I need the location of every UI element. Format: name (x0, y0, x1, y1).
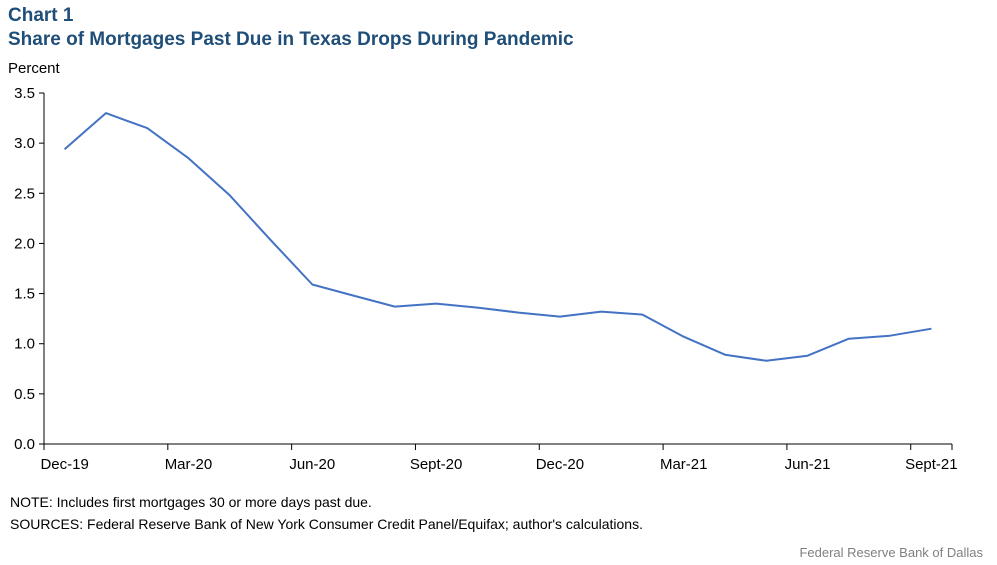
x-tick-label: Dec-19 (40, 456, 88, 473)
x-tick-label: Mar-20 (165, 456, 213, 473)
x-tick-label: Dec-20 (536, 456, 584, 473)
x-tick-label: Mar-21 (660, 456, 708, 473)
y-tick-label: 1.0 (14, 336, 35, 353)
publisher-credit: Federal Reserve Bank of Dallas (799, 545, 983, 560)
y-tick-label: 2.0 (14, 235, 35, 252)
y-tick-label: 3.0 (14, 135, 35, 152)
chart-note: NOTE: Includes first mortgages 30 or mor… (10, 494, 372, 510)
y-tick-label: 1.5 (14, 286, 35, 303)
chart-title: Share of Mortgages Past Due in Texas Dro… (8, 29, 574, 50)
y-axis-unit-label: Percent (8, 60, 60, 77)
y-tick-label: 0.0 (14, 436, 35, 453)
chart-axes (43, 93, 952, 445)
chart-sources: SOURCES: Federal Reserve Bank of New Yor… (10, 516, 643, 532)
series-line (63, 112, 932, 362)
x-tick-label: Jun-21 (785, 456, 831, 473)
chart-series (63, 112, 932, 362)
y-tick-label: 0.5 (14, 386, 35, 403)
x-tick-label: Jun-20 (289, 456, 335, 473)
y-tick-label: 3.5 (14, 85, 35, 102)
y-tick-label: 2.5 (14, 185, 35, 202)
x-axis: Dec-19 Mar-20 Jun-20 Sept-20 Dec-20 Mar-21 Jun… (40, 444, 958, 473)
x-tick-label: Sept-21 (905, 456, 958, 473)
x-tick-label: Sept-20 (410, 456, 463, 473)
chart-label: Chart 1 (8, 5, 74, 26)
y-axis: 0.0 0.5 1.0 1.5 2.0 2.5 3.0 3.5 (14, 85, 44, 453)
